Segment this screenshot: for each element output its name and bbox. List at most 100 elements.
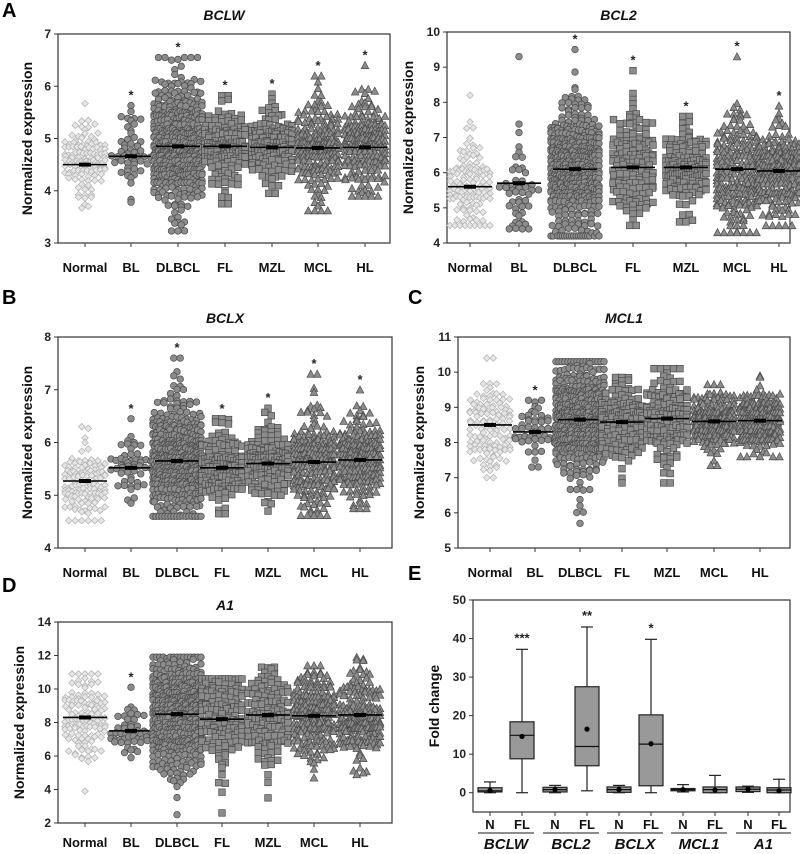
data-point-square [648, 176, 657, 184]
data-point-square [602, 389, 610, 397]
x-tick-label: HL [751, 565, 768, 580]
data-point-square [234, 163, 242, 171]
data-point-circle [151, 76, 159, 84]
sem-bar [569, 167, 581, 172]
significance-marker: * [175, 40, 181, 55]
data-point-square [221, 510, 229, 518]
data-point-diamond [84, 202, 93, 211]
data-point-circle [495, 183, 504, 191]
y-tick-label: 10 [427, 25, 441, 39]
sem-bar [125, 154, 137, 159]
data-point-circle [180, 53, 189, 62]
data-point-circle [524, 417, 533, 425]
data-point-triangle [322, 111, 331, 121]
significance-marker: * [128, 401, 134, 416]
data-point-circle [537, 436, 546, 445]
group-dlbcl: * [149, 340, 205, 520]
data-point-diamond [71, 121, 80, 130]
data-point-square [257, 489, 266, 498]
data-point-circle [531, 441, 539, 450]
data-point-square [215, 490, 223, 498]
data-point-triangle [745, 227, 755, 237]
data-point-circle [111, 158, 119, 167]
data-point-triangle [347, 191, 357, 200]
x-tick-label: BL [526, 565, 543, 580]
y-tick-label: 6 [444, 506, 451, 520]
data-point-circle [573, 471, 581, 480]
y-tick-label: 3 [44, 236, 51, 250]
data-point-square [214, 107, 223, 115]
data-point-square [634, 385, 642, 394]
data-point-circle [176, 375, 184, 383]
data-point-circle [197, 512, 205, 520]
data-point-square [635, 183, 644, 192]
data-point-circle [117, 157, 125, 165]
data-point-diamond [505, 417, 514, 425]
data-point-triangle [722, 109, 732, 118]
data-point-triangle [768, 220, 777, 230]
data-point-diamond [97, 177, 106, 185]
data-point-square [616, 170, 624, 178]
x-tick-label: FL [614, 565, 630, 580]
data-point-square [251, 489, 259, 497]
data-point-triangle [323, 100, 333, 109]
data-point-diamond [472, 207, 481, 216]
data-point-circle [511, 425, 520, 433]
group-normal [61, 422, 109, 525]
x-tick-label: MZL [673, 260, 700, 275]
data-point-circle [518, 438, 526, 446]
data-point-triangle [752, 227, 761, 237]
data-point-square [629, 130, 637, 138]
data-point-circle [193, 53, 202, 62]
data-point-circle [120, 481, 129, 490]
data-point-diamond [502, 457, 511, 466]
data-point-square [679, 192, 687, 200]
data-point-diamond [479, 208, 487, 216]
data-point-diamond [466, 118, 474, 126]
data-point-square [238, 485, 246, 493]
data-point-diamond [84, 424, 93, 433]
data-point-triangle [310, 71, 320, 80]
data-point-circle [537, 418, 546, 426]
data-point-square [679, 211, 687, 219]
y-tick-label: 6 [44, 436, 51, 450]
data-point-circle [579, 459, 587, 467]
y-axis-label: Normalized expression [19, 366, 35, 519]
panel-letter-b: B [2, 287, 16, 309]
data-point-triangle [316, 71, 326, 80]
data-point-square [268, 182, 276, 190]
data-point-square [642, 118, 650, 127]
data-point-circle [114, 482, 122, 490]
data-point-triangle [347, 101, 357, 111]
group-fl: * [201, 78, 249, 208]
data-point-circle [170, 354, 178, 362]
data-point-diamond [77, 123, 86, 131]
data-point-square [622, 207, 631, 215]
data-point-diamond [81, 129, 89, 138]
data-point-triangle [380, 111, 390, 120]
data-point-triangle [726, 227, 735, 237]
data-point-circle [177, 206, 185, 214]
data-point-diamond [482, 473, 491, 482]
sem-bar [216, 465, 228, 470]
data-point-circle [508, 166, 517, 174]
data-point-triangle [312, 369, 322, 378]
data-point-square [648, 119, 657, 127]
data-point-diamond [84, 181, 93, 190]
data-point-triangle [294, 107, 303, 116]
significance-marker: * [630, 53, 636, 68]
group-bl [495, 52, 543, 233]
significance-marker: * [174, 340, 180, 355]
data-point-circle [586, 458, 594, 466]
data-point-square [215, 496, 223, 504]
data-point-square [622, 170, 631, 178]
data-point-circle [576, 519, 584, 528]
data-point-circle [130, 120, 138, 128]
data-point-circle [518, 225, 526, 233]
data-point-circle [171, 202, 179, 210]
data-point-circle [525, 202, 533, 210]
data-point-diamond [77, 447, 86, 456]
data-point-diamond [90, 176, 99, 185]
data-point-triangle [787, 220, 797, 230]
